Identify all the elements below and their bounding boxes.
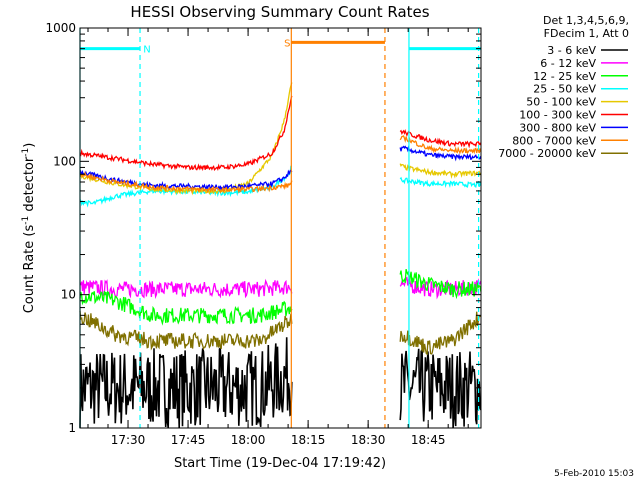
- footer-date: 5-Feb-2010 15:03: [554, 469, 634, 479]
- series-line: [79, 135, 482, 194]
- y-axis-label-part-1: Count Rate (s: [22, 225, 37, 314]
- legend-label: 7000 - 20000 keV: [498, 147, 596, 160]
- legend-label: 12 - 25 keV: [533, 70, 596, 83]
- legend-label: 3 - 6 keV: [547, 44, 596, 57]
- series-line: [79, 95, 482, 172]
- plot-area: NS: [79, 28, 482, 428]
- legend-header-1: Det 1,3,4,5,6,9,: [543, 14, 629, 27]
- annotation-label: N: [143, 45, 150, 56]
- series-line: [79, 311, 481, 356]
- y-tick-label: 1000: [45, 21, 76, 35]
- legend: Det 1,3,4,5,6,9, FDecim 1, Att 0 3 - 6 k…: [498, 14, 629, 160]
- x-tick-label: 18:15: [291, 433, 326, 447]
- x-tick-label: 17:30: [111, 433, 146, 447]
- legend-label: 25 - 50 keV: [533, 83, 596, 96]
- series-line: [79, 269, 482, 326]
- series-line: [79, 82, 482, 196]
- x-tick-label: 17:45: [171, 433, 206, 447]
- y-axis-label: Count Rate (s-1 detector-1): [21, 143, 37, 314]
- axes: 17:30 17:45 18:00 18:15 18:30 18:45 1 10 100 1000: [45, 21, 482, 447]
- series-line: [79, 337, 482, 428]
- annotation-label: S: [284, 38, 290, 49]
- x-tick-label: 18:00: [231, 433, 266, 447]
- y-tick-label: 100: [53, 154, 76, 168]
- y-axis-label-part-3: ): [22, 143, 37, 148]
- legend-label: 6 - 12 keV: [540, 57, 596, 70]
- y-axis-label-part-2: detector: [22, 156, 37, 216]
- x-axis-label: Start Time (19-Dec-04 17:19:42): [174, 456, 386, 471]
- y-tick-label: 10: [61, 288, 76, 302]
- legend-header-2: FDecim 1, Att 0: [544, 27, 629, 40]
- legend-label: 100 - 300 keV: [519, 109, 596, 122]
- y-axis-label-sup-1: -1: [21, 216, 31, 225]
- chart-title: HESSI Observing Summary Count Rates: [130, 3, 429, 21]
- legend-label: 50 - 100 keV: [526, 96, 596, 109]
- plot-frame: [79, 27, 482, 429]
- y-tick-label: 1: [68, 421, 76, 435]
- legend-label: 800 - 7000 keV: [512, 134, 596, 147]
- x-tick-label: 18:30: [351, 433, 386, 447]
- y-axis-label-sup-2: -1: [21, 148, 31, 157]
- x-tick-label: 18:45: [411, 433, 446, 447]
- legend-label: 300 - 800 keV: [519, 121, 596, 134]
